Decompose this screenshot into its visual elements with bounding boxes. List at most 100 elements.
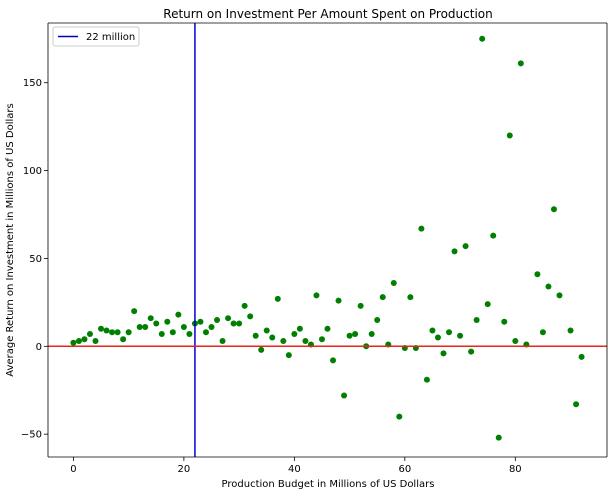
data-point	[269, 334, 276, 341]
data-point	[374, 316, 381, 323]
y-tick-label: 150	[23, 78, 42, 89]
data-point	[313, 292, 320, 299]
data-point	[484, 301, 491, 308]
legend-box	[52, 26, 140, 47]
x-tick-label: 60	[398, 464, 411, 475]
data-point	[335, 297, 342, 304]
data-point	[440, 350, 447, 357]
data-point	[158, 331, 165, 337]
legend: 22 million	[52, 26, 140, 47]
data-point	[578, 353, 585, 360]
legend-label-22-million: 22 million	[86, 32, 135, 43]
data-point	[407, 294, 414, 301]
data-point	[175, 311, 182, 318]
data-point	[462, 243, 469, 250]
data-point	[75, 338, 82, 345]
data-point	[473, 316, 480, 323]
data-point	[534, 271, 541, 278]
data-point	[263, 327, 270, 334]
data-point	[501, 318, 508, 325]
x-tick-label: 20	[178, 464, 191, 475]
data-point	[346, 332, 353, 339]
chart-title: Return on Investment Per Amount Spent on…	[163, 7, 492, 21]
data-point	[324, 325, 331, 332]
data-point	[92, 338, 99, 345]
data-point	[103, 327, 110, 334]
data-point	[114, 329, 121, 336]
x-tick-label: 40	[288, 464, 301, 475]
data-point	[236, 320, 243, 327]
ticks-layer: 0 20 40 60 80 −50 0 50 100 150	[21, 78, 522, 475]
data-point	[70, 339, 77, 346]
data-point	[434, 334, 441, 341]
data-point	[357, 302, 364, 309]
data-point	[390, 280, 397, 287]
data-point	[539, 329, 546, 336]
y-tick-label: 50	[29, 254, 42, 265]
data-point	[214, 316, 221, 323]
data-point	[490, 232, 497, 239]
data-point	[512, 338, 519, 345]
data-point	[296, 325, 303, 332]
y-tick-label: 0	[36, 342, 42, 353]
data-point	[131, 308, 138, 315]
data-point	[125, 329, 132, 336]
data-point	[567, 327, 574, 334]
data-point	[429, 327, 436, 334]
data-point	[147, 315, 154, 322]
data-point	[136, 323, 143, 330]
axes-layer	[47, 22, 608, 458]
data-point	[379, 294, 386, 301]
data-point	[225, 315, 232, 322]
y-tick-label: 100	[23, 166, 42, 177]
x-axis-title: Production Budget in Millions of US Doll…	[222, 479, 435, 490]
data-point	[285, 352, 292, 359]
data-point	[479, 35, 486, 42]
data-point	[197, 318, 204, 325]
data-point	[208, 323, 215, 330]
data-point	[573, 401, 580, 408]
data-point	[318, 336, 325, 343]
data-point	[506, 132, 513, 139]
data-point	[517, 60, 524, 67]
data-point	[396, 413, 403, 420]
data-point	[230, 320, 237, 327]
data-point	[252, 332, 259, 339]
plot-background	[48, 23, 607, 457]
data-point	[142, 323, 149, 330]
data-point	[341, 392, 348, 399]
data-point	[120, 336, 127, 343]
data-point	[81, 336, 88, 343]
data-point	[330, 357, 337, 364]
x-tick-label: 80	[509, 464, 522, 475]
data-point	[153, 320, 160, 327]
data-point	[164, 318, 171, 325]
data-point	[550, 206, 557, 213]
data-point	[274, 295, 281, 302]
x-tick-label: 0	[70, 464, 76, 475]
data-point	[446, 329, 453, 336]
data-point	[219, 338, 226, 345]
data-point	[423, 376, 430, 383]
data-point	[241, 302, 248, 309]
data-point	[352, 331, 359, 337]
data-point	[98, 325, 105, 332]
plot-area	[48, 23, 607, 457]
data-point	[457, 332, 464, 339]
data-point	[368, 331, 375, 337]
data-point	[556, 292, 563, 299]
data-point	[302, 338, 309, 345]
data-point	[291, 331, 298, 337]
reference-lines-layer	[48, 23, 607, 457]
y-tick-label: −50	[21, 430, 42, 441]
data-point	[247, 313, 254, 320]
data-point	[545, 283, 552, 290]
data-point	[169, 329, 176, 336]
data-point	[202, 329, 209, 336]
y-axis-title: Average Return on Investment in Millions…	[5, 103, 16, 376]
data-point	[109, 329, 116, 336]
data-point	[180, 323, 187, 330]
data-point	[258, 346, 265, 353]
